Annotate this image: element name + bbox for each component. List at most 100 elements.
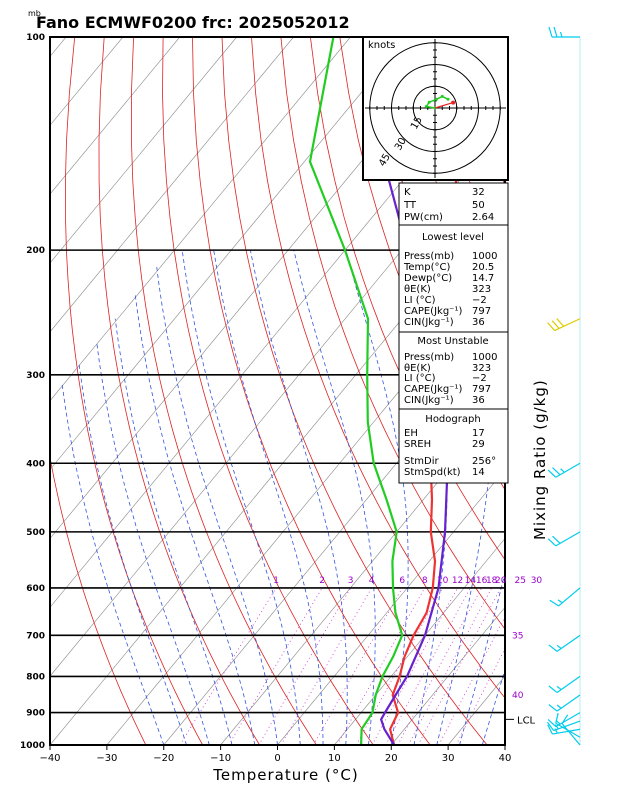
mu-cin-value: 36 xyxy=(472,395,485,406)
x-tick-label: −10 xyxy=(210,753,231,764)
dry-adiabat-line xyxy=(576,37,618,745)
hodograph-ring xyxy=(391,64,479,152)
lcl-marker: LCL xyxy=(505,715,536,726)
pressure-tick-label: 200 xyxy=(26,246,45,256)
dry-adiabat-line xyxy=(192,37,431,745)
wind-barb-flag xyxy=(547,469,557,478)
lowest-temp-value: 20.5 xyxy=(472,262,494,273)
pressure-tick-label: 800 xyxy=(26,672,45,682)
lowest-li-value: −2 xyxy=(472,295,487,306)
mixing-ratio-label: 14 xyxy=(465,576,477,586)
sreh-label: SREH xyxy=(404,439,431,450)
lowest-thetae-value: 323 xyxy=(472,284,491,295)
mu-cape-value: 797 xyxy=(472,384,491,395)
isotherm-line xyxy=(50,37,124,126)
hodograph-point xyxy=(434,97,438,101)
lowest-thetae-label: θE(K) xyxy=(404,284,431,295)
mixing-ratio-line xyxy=(438,615,505,745)
wind-barb-half-flag xyxy=(560,468,565,473)
mu-thetae-label: θE(K) xyxy=(404,363,431,374)
dry-adiabat-line xyxy=(280,37,505,630)
wind-barb-flag xyxy=(547,719,557,728)
lowest-dewp-value: 14.7 xyxy=(472,273,494,284)
moist-adiabat-line xyxy=(181,250,301,745)
moist-adiabat-line xyxy=(345,249,409,745)
most-unstable-title: Most Unstable xyxy=(417,336,488,347)
stmspd-value: 14 xyxy=(472,467,485,478)
stmdir-value: 256° xyxy=(472,456,496,467)
wind-barb-flag xyxy=(546,721,555,731)
storm-motion-vector xyxy=(434,101,454,109)
index-pw-value: 2.64 xyxy=(472,212,494,223)
moist-adiabat-line xyxy=(213,250,324,745)
indices-frame xyxy=(398,182,509,484)
dry-adiabat-line xyxy=(50,455,147,745)
wind-barb-staff xyxy=(556,694,581,712)
mu-li-label: LI (°C) xyxy=(404,373,436,384)
moist-adiabat-line xyxy=(96,342,210,745)
moist-adiabat-line xyxy=(114,318,233,745)
dry-adiabat-line xyxy=(130,37,317,745)
wind-barb-flag xyxy=(547,322,556,331)
lowest-cin-value: 36 xyxy=(472,317,485,328)
wind-barb-staff xyxy=(555,722,581,738)
mixing-ratio-line xyxy=(313,587,403,745)
moist-adiabat-line xyxy=(156,265,278,745)
isotherm-line xyxy=(0,37,9,745)
index-pw-label: PW(cm) xyxy=(404,212,443,223)
isotherm-line xyxy=(50,37,294,333)
dewpoint-profile xyxy=(308,37,404,745)
x-tick-label: 20 xyxy=(385,753,398,764)
mixing-ratio-label: 30 xyxy=(531,576,543,586)
isotherm-line xyxy=(50,37,408,471)
mixing-ratio-label: 12 xyxy=(452,576,463,586)
mixing-ratio-line xyxy=(355,587,443,745)
dry-adiabat-line xyxy=(310,37,505,561)
indices-table: K 32 TT 50 PW(cm) 2.64 Lowest level Pres… xyxy=(398,182,509,484)
moist-adiabat-line xyxy=(250,250,348,745)
stmspd-label: StmSpd(kt) xyxy=(404,467,461,478)
wind-barb-half-flag xyxy=(556,704,562,709)
hodograph: knots 15 30 45 xyxy=(362,36,509,181)
wind-barb-half-flag xyxy=(556,685,562,691)
mixing-ratio-line xyxy=(179,587,277,745)
lowest-level-title: Lowest level xyxy=(422,232,484,243)
pressure-unit-label: mb xyxy=(28,9,41,18)
wind-barb-half-flag xyxy=(556,644,562,649)
mixing-ratio-label: 6 xyxy=(399,576,405,586)
mixing-ratio-label: 10 xyxy=(437,576,449,586)
mixing-ratio-line xyxy=(371,587,458,745)
dry-adiabat-line xyxy=(64,37,204,745)
x-axis-ticks: −40 −30 −20 −10 0 10 20 30 40 xyxy=(39,745,511,764)
isotherm-line xyxy=(50,37,237,264)
mu-press-value: 1000 xyxy=(472,352,497,363)
isotherm-line xyxy=(220,400,505,745)
eh-label: EH xyxy=(404,428,418,439)
isotherm-line xyxy=(277,469,505,745)
mixing-ratio-label: 1 xyxy=(273,576,279,586)
hodograph-stats-title: Hodograph xyxy=(425,414,480,425)
isotherm-line xyxy=(50,37,351,402)
wind-barb-staff xyxy=(555,462,581,478)
mixing-ratio-axis-label: Mixing Ratio (g/kg) xyxy=(531,379,549,540)
storm-motion-point xyxy=(451,100,456,105)
x-tick-label: 10 xyxy=(328,753,341,764)
pressure-tick-label: 400 xyxy=(26,459,45,469)
pressure-tick-label: 100 xyxy=(26,33,45,43)
lowest-dewp-label: Dewp(°C) xyxy=(404,273,452,284)
dry-adiabat-line xyxy=(98,37,260,745)
lowest-press-value: 1000 xyxy=(472,251,497,262)
mixing-ratio-label: 25 xyxy=(515,576,526,586)
mu-thetae-value: 323 xyxy=(472,363,491,374)
pressure-tick-label: 1000 xyxy=(20,741,45,751)
wind-barbs xyxy=(546,26,581,746)
wind-barb-flag xyxy=(547,724,553,735)
mixing-ratio-label: 8 xyxy=(422,576,428,586)
mixing-ratio-line xyxy=(228,587,323,745)
moist-adiabat-line xyxy=(293,250,376,745)
pressure-tick-label: 700 xyxy=(26,631,45,641)
wind-barb-half-flag xyxy=(554,724,559,730)
moist-adiabat-line xyxy=(61,384,165,745)
wind-barb-staff xyxy=(555,712,581,728)
wind-barb-flag xyxy=(556,318,565,327)
